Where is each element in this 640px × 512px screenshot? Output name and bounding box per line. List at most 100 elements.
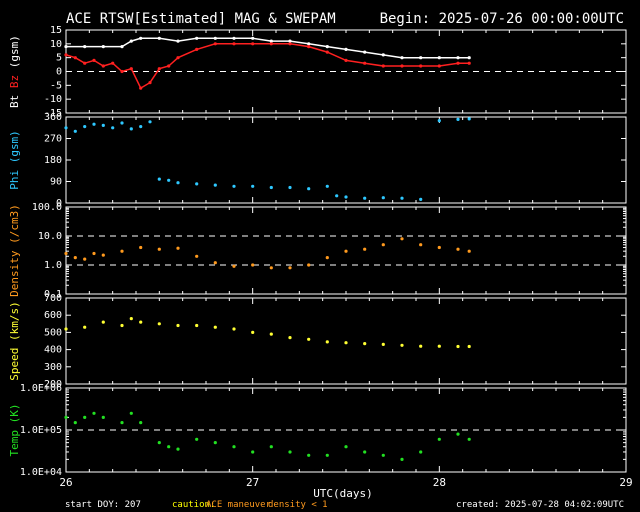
y-tick-label: 5 [56,53,62,64]
data-point [344,195,348,199]
data-point [437,437,441,441]
data-point [307,453,311,457]
caution-label: caution: [172,500,215,510]
data-point [325,45,329,49]
data-point [288,39,292,43]
data-point [129,39,133,43]
y-tick-label: 500 [44,327,62,338]
data-point [269,266,273,270]
data-point [129,411,133,415]
series-line [65,43,470,90]
data-point [157,441,161,445]
data-point [251,42,255,46]
data-point [400,237,404,241]
data-point [269,42,273,46]
y-tick-label: 600 [44,310,62,321]
data-point [344,58,348,63]
data-point [288,42,292,46]
data-point [307,42,311,46]
data-point [467,344,471,349]
panel-density: 0.1 1.0 10.0 100.0 Density (/cm3) [8,202,627,300]
y-tick-label: 1.0E+05 [20,425,62,436]
y-tick-label: 0 [56,67,62,78]
series-speed [64,317,471,349]
data-point [73,256,77,260]
data-point [213,183,217,187]
data-point [213,42,217,46]
maneuver-label: ACE maneuver [206,500,272,510]
y-axis-label: Temp (K) [8,404,21,457]
data-point [381,196,385,200]
data-point [120,249,124,253]
density-note: density < 1 [268,500,328,510]
data-point [139,320,143,324]
data-point [232,42,236,46]
data-point [467,61,471,65]
data-point [363,247,367,251]
series-density [64,237,471,270]
data-point [101,253,105,257]
data-point [92,251,96,256]
data-point [400,457,404,461]
data-point [120,323,124,328]
data-point [419,450,423,454]
data-point [363,196,367,200]
panels-group: -15 -10 -5 0 5 10 15 Bt Bz (gsm) 0 90 180 270 360 Phi… [8,25,627,478]
data-point [381,53,385,57]
data-point [269,332,273,336]
data-point [195,47,199,52]
data-point [92,58,96,63]
data-point [129,317,133,321]
data-point [456,61,460,65]
data-point [83,257,87,261]
data-point [288,185,292,190]
data-point [437,119,441,123]
y-axis-label: Speed (km/s) [8,301,21,380]
panel-phi: 0 90 180 270 360 Phi (gsm) [8,112,627,209]
data-point [251,330,255,334]
data-point [213,261,217,265]
y-axis-label: Bt Bz (gsm) [8,35,21,108]
y-tick-label: 0.1 [44,289,62,300]
begin-time: Begin: 2025-07-26 00:00:00UTC [380,11,624,27]
panel-mag: -15 -10 -5 0 5 10 15 Bt Bz (gsm) [8,25,627,119]
data-point [73,421,77,425]
data-point [64,45,68,49]
data-point [73,56,77,60]
y-tick-label: 100.0 [32,202,62,213]
y-tick-label: 200 [44,379,62,390]
data-point [437,245,441,250]
data-point [176,246,180,250]
data-point [363,342,367,346]
y-tick-label: 360 [44,112,62,123]
data-point [419,64,423,68]
data-point [251,184,255,188]
data-point [129,127,133,131]
y-tick-label: 15 [50,25,62,36]
data-point [139,36,143,40]
data-point [120,45,124,49]
data-point [139,421,143,425]
y-axis-label-part: (gsm) [8,35,21,75]
data-point [437,344,441,348]
data-point [176,39,180,43]
data-point [232,445,236,449]
data-point [176,447,180,451]
data-point [148,81,152,85]
data-point [157,36,161,40]
data-point [83,61,87,65]
data-point [64,126,68,130]
data-point [467,56,471,60]
x-tick-label: 27 [246,476,259,489]
y-tick-label: -10 [44,94,62,105]
data-point [400,56,404,60]
data-point [120,121,124,125]
data-point [437,56,441,60]
x-tick-labels: 26 27 28 29 [59,476,632,489]
data-point [269,445,273,449]
data-point [83,325,87,329]
data-point [139,125,143,129]
data-point [232,327,236,331]
data-point [213,36,217,40]
data-point [101,415,105,419]
